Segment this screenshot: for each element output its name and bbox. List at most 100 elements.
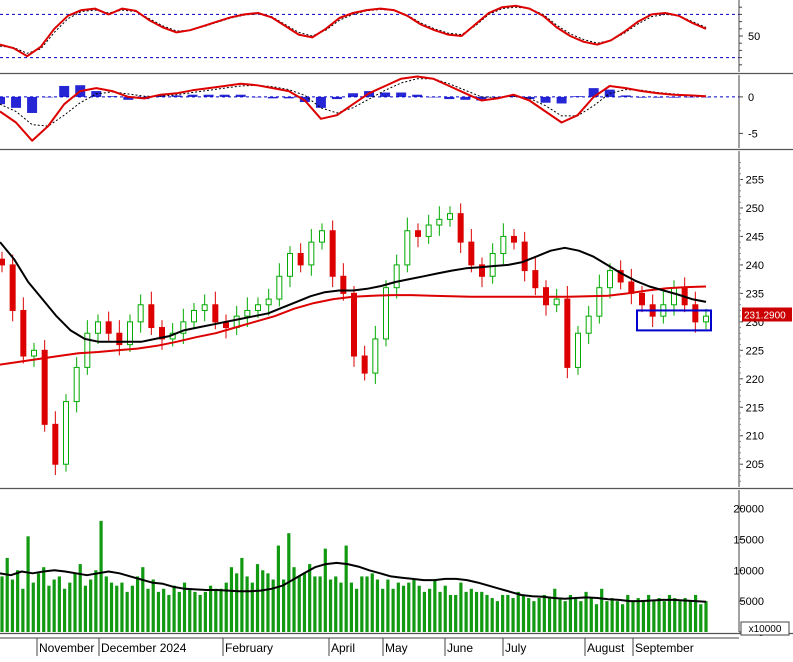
volume-bar xyxy=(339,582,343,632)
volume-bar xyxy=(83,585,88,632)
volume-bar xyxy=(318,576,322,632)
volume-bar xyxy=(349,582,353,632)
volume-bar xyxy=(62,588,67,632)
price-y-tick-label: 255 xyxy=(746,174,764,186)
volume-bar xyxy=(68,582,72,632)
moving-average-short xyxy=(0,241,707,343)
volume-y-tick-label: 15000 xyxy=(733,534,764,546)
volume-bar xyxy=(547,598,552,632)
month-label: September xyxy=(635,641,694,655)
volume-bar xyxy=(167,594,171,632)
volume-bar xyxy=(443,585,447,632)
volume-bar xyxy=(391,588,395,632)
volume-bar xyxy=(271,579,275,632)
macd-histogram-bar xyxy=(171,95,182,97)
candle-body xyxy=(575,332,581,368)
volume-bar xyxy=(162,588,166,632)
candle-body xyxy=(447,213,453,220)
volume-bar xyxy=(360,576,364,632)
candle-body xyxy=(105,321,112,334)
volume-bar xyxy=(182,582,187,632)
volume-bar xyxy=(594,604,599,632)
candle-body xyxy=(489,253,496,277)
candle-body xyxy=(340,275,347,294)
volume-moving-average xyxy=(0,561,707,603)
candle-body xyxy=(287,253,293,277)
macd-histogram-bar xyxy=(107,96,118,97)
price-y-tick-label: 205 xyxy=(746,459,764,471)
macd-histogram-bar xyxy=(428,96,439,98)
candle-body xyxy=(319,230,325,243)
macd-histogram-bar xyxy=(701,96,711,98)
volume-bar xyxy=(10,579,15,632)
volume-bar xyxy=(292,567,296,632)
volume-bar xyxy=(229,567,234,632)
month-label: July xyxy=(505,641,526,655)
volume-bar xyxy=(636,598,640,632)
volume-bar xyxy=(255,564,260,632)
macd-histogram-bar xyxy=(412,94,423,97)
candle-body xyxy=(95,321,101,334)
month-label: November xyxy=(39,641,94,655)
volume-bar xyxy=(610,598,614,632)
volume-bar xyxy=(99,520,103,632)
candle-body xyxy=(41,349,48,425)
volume-bar xyxy=(47,585,51,632)
volume-bar xyxy=(641,601,646,632)
candle-body xyxy=(692,304,699,323)
volume-bar xyxy=(474,591,479,632)
volume-bar xyxy=(328,579,333,632)
macd-histogram-bar xyxy=(572,96,583,97)
volume-bar xyxy=(657,598,661,632)
volume-bar xyxy=(344,545,348,632)
volume-y-tick-label: 5000 xyxy=(740,596,764,608)
candle-body xyxy=(191,309,197,323)
price-y-tick-label: 225 xyxy=(746,345,764,357)
macd-histogram-bar xyxy=(444,96,455,100)
macd-histogram-bar xyxy=(123,96,134,100)
volume-bar xyxy=(94,570,98,632)
candle-body xyxy=(703,315,709,323)
volume-bar xyxy=(297,576,301,632)
volume-bar xyxy=(396,582,400,632)
macd-histogram-bar xyxy=(620,95,631,97)
candle-body xyxy=(159,327,165,340)
candle-body xyxy=(372,338,379,374)
volume-bar xyxy=(662,601,666,632)
volume-bar xyxy=(417,585,421,632)
macd-y-tick-label: 0 xyxy=(748,92,754,104)
candle-body xyxy=(63,401,69,465)
volume-bar xyxy=(313,576,317,632)
stochastic-fast-line xyxy=(0,4,707,58)
candle-body xyxy=(276,275,283,300)
macd-histogram-bar xyxy=(476,96,487,101)
volume-bar xyxy=(52,579,56,632)
volume-bar xyxy=(141,567,145,632)
volume-bar xyxy=(574,598,578,632)
volume-bar xyxy=(704,601,708,632)
volume-bar xyxy=(375,579,380,632)
volume-bar xyxy=(693,594,698,632)
macd-histogram-bar xyxy=(283,96,294,99)
price-y-tick-label: 250 xyxy=(746,203,764,215)
volume-bar xyxy=(78,564,82,632)
volume-bar xyxy=(579,601,583,632)
volume-bar xyxy=(537,598,541,632)
volume-bar xyxy=(589,598,593,632)
price-y-tick-label: 235 xyxy=(746,288,764,300)
volume-bar xyxy=(428,588,432,632)
volume-bar xyxy=(558,598,562,632)
macd-histogram-bar xyxy=(11,96,22,108)
price-y-tick-label: 215 xyxy=(746,402,764,414)
macd-histogram-bar xyxy=(668,96,679,98)
macd-histogram-bar xyxy=(267,96,278,99)
macd-histogram-bar xyxy=(380,92,391,97)
candle-body xyxy=(639,292,645,306)
macd-histogram-bar xyxy=(540,96,551,103)
volume-bar xyxy=(553,588,557,632)
candle-body xyxy=(617,270,624,283)
month-label: May xyxy=(385,641,408,655)
macd-histogram-bar xyxy=(684,96,695,98)
price-y-tick-label: 245 xyxy=(746,231,764,243)
candle-body xyxy=(20,309,27,357)
